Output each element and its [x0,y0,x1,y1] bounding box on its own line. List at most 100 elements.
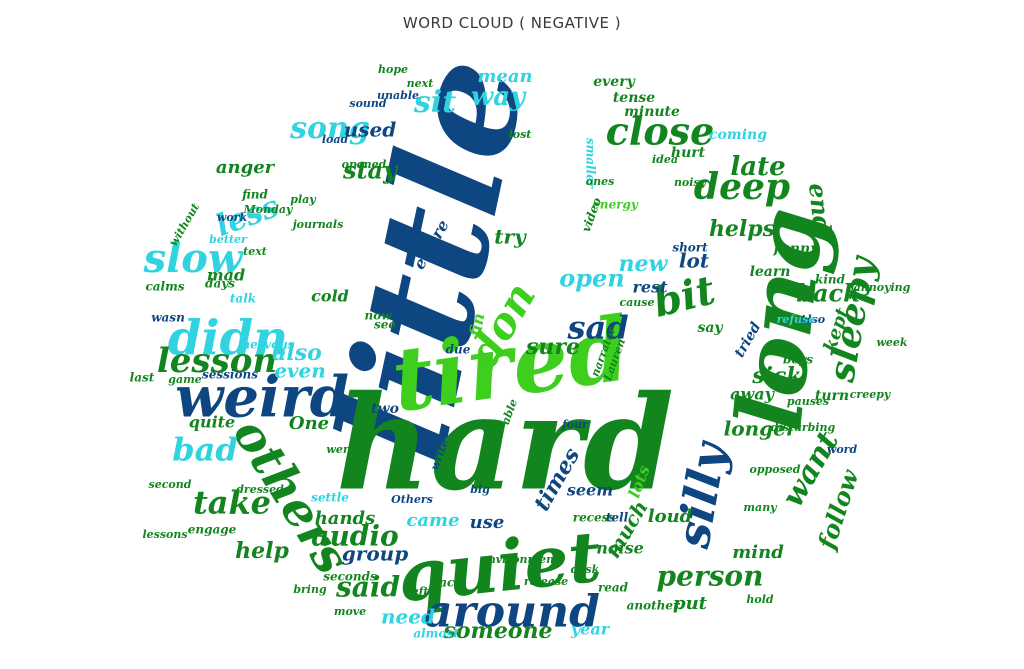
cloud-word-used: used [344,118,397,142]
cloud-word-face: face [433,576,462,590]
cloud-word-refuse: refuse [777,313,816,326]
cloud-word-minute: minute [624,104,680,120]
cloud-word-monday: Monday [243,203,294,216]
cloud-word-video: video [579,196,604,234]
cloud-word-rest: rest [632,278,668,297]
cloud-word-cause: cause [619,296,654,309]
cloud-word-boys: boys [783,353,813,367]
cloud-word-slow: slow [143,235,244,282]
cloud-word-silly: silly [665,436,737,553]
cloud-word-opened: opened [342,158,387,171]
cloud-word-smaller: smaller [584,138,598,190]
cloud-word-even: even [274,359,326,383]
cloud-word-open: open [559,264,625,293]
cloud-word-back: back [796,279,860,308]
cloud-word-others: Others [391,493,433,506]
cloud-word-second: second [149,478,192,491]
cloud-word-mad: mad [207,266,245,285]
cloud-word-pauses: pauses [787,395,829,408]
cloud-word-sit: sit [413,85,456,120]
cloud-word-group: group [342,542,408,566]
cloud-word-anger: anger [216,157,276,178]
cloud-word-environment: environment [481,553,559,566]
cloud-word-one: One [289,413,329,434]
cloud-word-due: due [446,343,471,357]
cloud-word-around: around [424,587,600,638]
cloud-word-way: way [471,82,527,112]
cloud-word-audio: audio [311,520,398,553]
cloud-word-year: year [570,620,611,639]
cloud-word-coming: coming [709,127,767,143]
cloud-word-need: need [381,605,435,629]
cloud-word-creepy: creepy [850,388,892,401]
cloud-word-last: last [130,371,155,385]
cloud-word-song: song [289,111,370,146]
chart-title: WORD CLOUD ( NEGATIVE ) [402,14,622,32]
cloud-word-late: late [730,152,785,182]
cloud-word-tell: tell [606,511,629,525]
cloud-word-lesson: lesson [157,341,277,381]
cloud-word-annoying: annoying [854,281,911,294]
cloud-word-also: Also [798,313,825,326]
cloud-word-find: find [241,188,268,202]
cloud-word-say: say [697,320,723,336]
cloud-word-every: every [593,74,635,90]
cloud-word-noise: noise [596,539,644,558]
cloud-word-see: see [374,318,396,332]
cloud-word-days: days [205,277,235,291]
cloud-word-long: long [716,203,845,435]
cloud-word-away: away [730,385,776,404]
cloud-word-move: move [334,605,366,618]
cloud-word-also: also [272,340,322,366]
cloud-word-turn: turn [815,388,849,404]
cloud-word-opposed: opposed [750,463,801,476]
cloud-word-text: text [243,245,267,258]
cloud-word-settle: settle [311,491,349,505]
cloud-word-word: word [827,443,858,456]
cloud-word-another: another [627,599,681,613]
cloud-word-bring: bring [293,583,327,596]
cloud-word-many: many [743,501,778,514]
cloud-word-sound: sound [349,97,387,110]
cloud-word-game: game [168,373,201,386]
cloud-word-try: try [494,225,527,249]
cloud-word-two: two [371,401,399,417]
cloud-word-dressed: dressed [236,483,284,496]
cloud-word-unable: unable [377,89,419,102]
cloud-word-hope: hope [378,63,408,76]
cloud-word-ones: ones [586,175,615,188]
cloud-word-tense: tense [613,90,655,106]
cloud-word-hurt: hurt [671,145,706,161]
cloud-word-idea: idea [652,153,678,166]
cloud-word-short: short [672,241,708,255]
cloud-word-hard: hard [336,367,674,520]
cloud-word-journals: journals [291,218,344,231]
cloud-word-energy: energy [592,198,639,212]
cloud-word-use: use [470,512,505,533]
cloud-word-close: close [606,109,715,154]
cloud-word-hands: hands [315,508,376,529]
cloud-word-week: week [876,336,907,349]
cloud-word-new: new [619,251,669,277]
cloud-word-disturbing: disturbing [771,421,836,434]
cloud-word-quite: quite [189,413,235,432]
cloud-word-cold: cold [311,287,349,306]
cloud-word-recess: recess [573,511,616,525]
cloud-word-sessions: sessions [202,368,258,382]
cloud-word-helps: helps [709,216,775,242]
cloud-word-someone: someone [442,618,552,644]
cloud-word-lot: lot [679,249,710,273]
cloud-word-work: work [217,211,248,224]
cloud-word-better: better [209,233,248,246]
cloud-word-now: now [364,309,392,323]
cloud-word-load: load [322,133,349,146]
cloud-word-talk: talk [230,292,256,306]
cloud-word-person: person [657,560,764,593]
cloud-word-put: put [673,593,708,614]
cloud-word-sick: sick [751,363,801,389]
cloud-word-came: came [406,510,459,531]
cloud-word-hold: hold [746,593,774,606]
